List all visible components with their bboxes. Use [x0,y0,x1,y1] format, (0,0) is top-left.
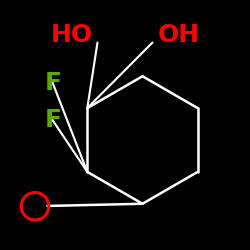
Text: F: F [45,108,62,132]
Text: OH: OH [158,23,200,47]
Text: HO: HO [50,23,92,47]
Text: F: F [45,70,62,94]
